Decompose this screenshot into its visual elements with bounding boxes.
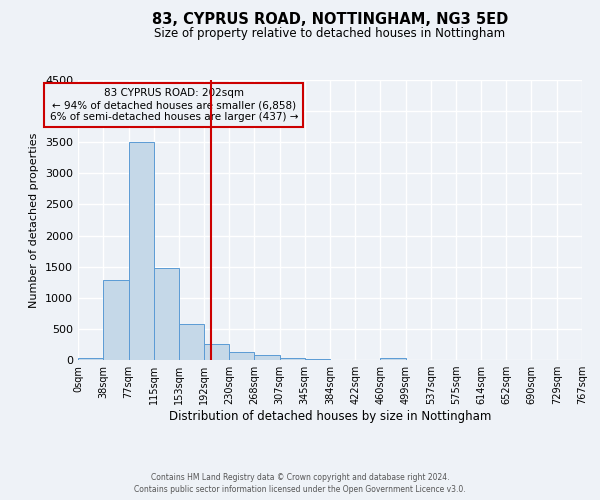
Text: 83 CYPRUS ROAD: 202sqm
← 94% of detached houses are smaller (6,858)
6% of semi-d: 83 CYPRUS ROAD: 202sqm ← 94% of detached… [50, 88, 298, 122]
Text: Contains public sector information licensed under the Open Government Licence v3: Contains public sector information licen… [134, 484, 466, 494]
Bar [204, 344, 229, 360]
Bar [179, 324, 204, 360]
Text: Size of property relative to detached houses in Nottingham: Size of property relative to detached ho… [154, 28, 506, 40]
Y-axis label: Number of detached properties: Number of detached properties [29, 132, 40, 308]
Text: 83, CYPRUS ROAD, NOTTINGHAM, NG3 5ED: 83, CYPRUS ROAD, NOTTINGHAM, NG3 5ED [152, 12, 508, 28]
Bar [154, 268, 179, 360]
Bar [280, 358, 305, 360]
X-axis label: Distribution of detached houses by size in Nottingham: Distribution of detached houses by size … [169, 410, 491, 423]
Bar [380, 358, 406, 360]
Bar [254, 356, 280, 360]
Bar [78, 358, 103, 360]
Bar [305, 359, 331, 360]
Bar [229, 352, 254, 360]
Text: Contains HM Land Registry data © Crown copyright and database right 2024.: Contains HM Land Registry data © Crown c… [151, 473, 449, 482]
Bar [103, 280, 128, 360]
Bar [128, 142, 154, 360]
